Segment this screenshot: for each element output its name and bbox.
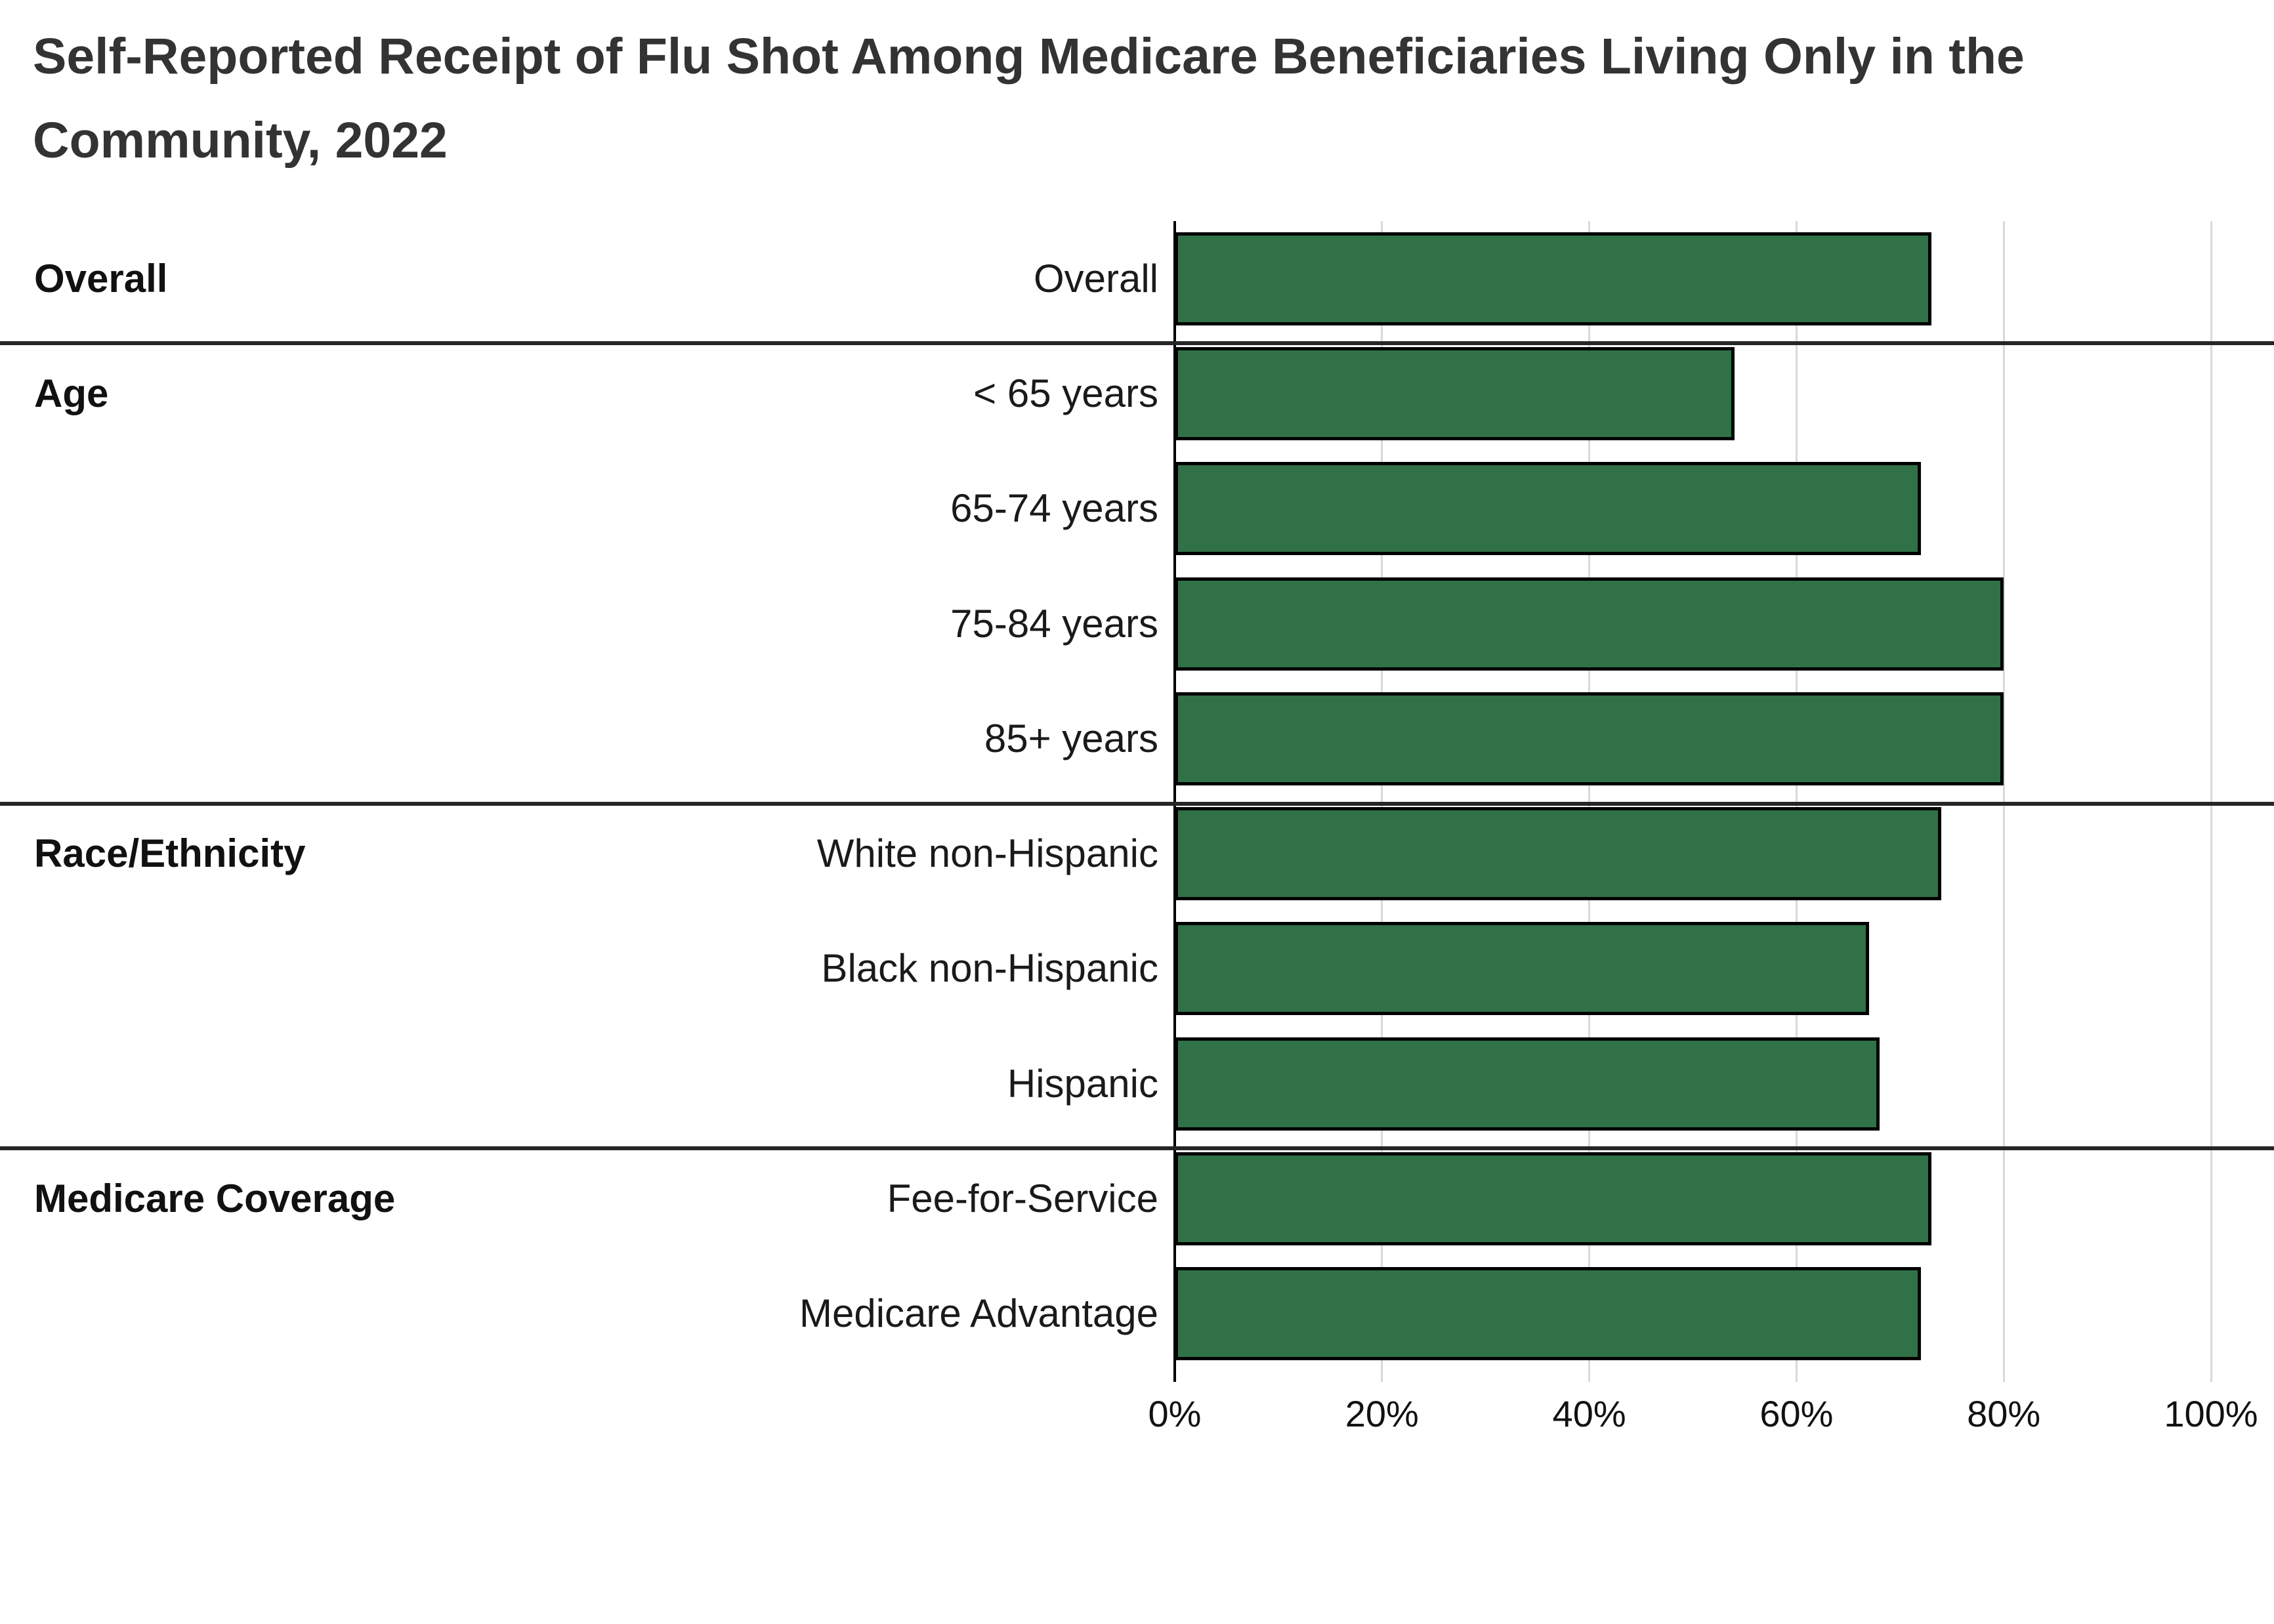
bar-65-years (1175, 346, 1735, 440)
bar-65-74-years (1175, 462, 1921, 556)
category-label-black-non-hispanic: Black non-Hispanic (821, 946, 1158, 991)
category-label-65-74-years: 65-74 years (950, 486, 1158, 531)
category-label-75-84-years: 75-84 years (950, 601, 1158, 646)
category-label-65-years: < 65 years (973, 371, 1158, 415)
bar-medicare-advantage (1175, 1267, 1921, 1361)
x-axis-tick-label-0: 0% (1148, 1393, 1202, 1434)
bar-fee-for-service (1175, 1152, 1931, 1246)
bar-white-non-hispanic (1175, 807, 1942, 901)
category-label-overall: Overall (1033, 256, 1158, 301)
group-divider-1 (0, 341, 2274, 346)
chart-title: Self-Reported Receipt of Flu Shot Among … (33, 28, 2025, 169)
group-divider-3 (0, 1146, 2274, 1151)
group-label-medicare-coverage: Medicare Coverage (34, 1176, 396, 1221)
group-label-overall: Overall (34, 256, 168, 301)
category-label-hispanic: Hispanic (1007, 1061, 1158, 1106)
x-axis-tick-label-20: 20% (1345, 1393, 1419, 1434)
category-label-fee-for-service: Fee-for-Service (887, 1176, 1158, 1221)
bar-black-non-hispanic (1175, 922, 1869, 1016)
x-axis-tick-label-40: 40% (1552, 1393, 1626, 1434)
group-label-race-ethnicity: Race/Ethnicity (34, 831, 306, 876)
x-axis-tick-label-100: 100% (2164, 1393, 2258, 1434)
x-axis-tick-label-80: 80% (1967, 1393, 2041, 1434)
category-label-medicare-advantage: Medicare Advantage (799, 1291, 1158, 1336)
bar-hispanic (1175, 1037, 1880, 1131)
category-label-85-years: 85+ years (984, 716, 1158, 760)
group-divider-2 (0, 801, 2274, 806)
bar-85-years (1175, 692, 2004, 785)
group-label-age: Age (34, 371, 109, 415)
category-label-white-non-hispanic: White non-Hispanic (816, 831, 1158, 876)
bar-overall (1175, 232, 1931, 325)
bar-75-84-years (1175, 577, 2004, 671)
x-axis-tick-label-60: 60% (1759, 1393, 1834, 1434)
